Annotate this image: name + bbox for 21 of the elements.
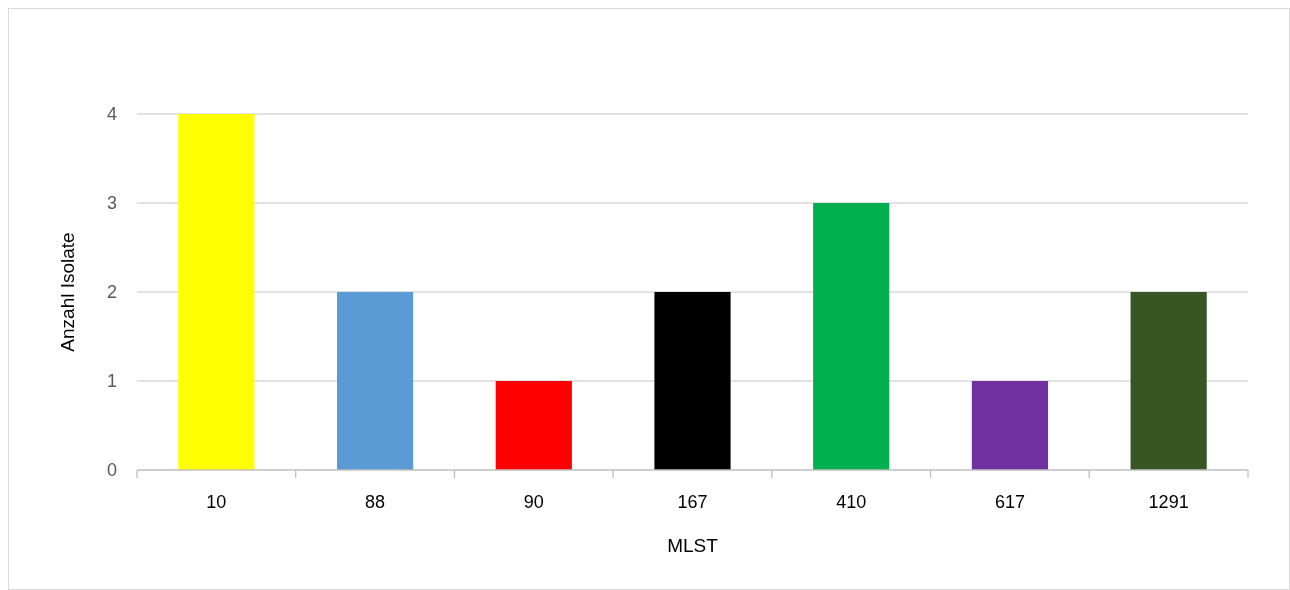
bar [336, 292, 414, 470]
bar [495, 381, 572, 470]
x-tick-label: 88 [365, 492, 386, 512]
x-axis-title: MLST [667, 535, 719, 556]
x-tick-label: 90 [523, 492, 544, 512]
y-tick-label: 2 [106, 282, 117, 303]
x-tick-label: 10 [206, 492, 227, 512]
bar [178, 114, 255, 470]
y-tick-label: 3 [106, 193, 117, 214]
bar [654, 292, 731, 470]
y-axis-title: Anzahl Isolate [57, 232, 78, 352]
bar [971, 381, 1049, 470]
x-tick-label: 617 [994, 492, 1025, 512]
bar [813, 203, 890, 470]
y-tick-label: 1 [106, 371, 117, 392]
x-tick-label: 167 [677, 492, 708, 512]
x-tick-label: 1291 [1148, 492, 1189, 512]
x-tick-label: 410 [836, 492, 867, 512]
bar [1130, 292, 1207, 470]
y-tick-label: 0 [106, 460, 117, 481]
y-tick-label: 4 [106, 104, 117, 125]
